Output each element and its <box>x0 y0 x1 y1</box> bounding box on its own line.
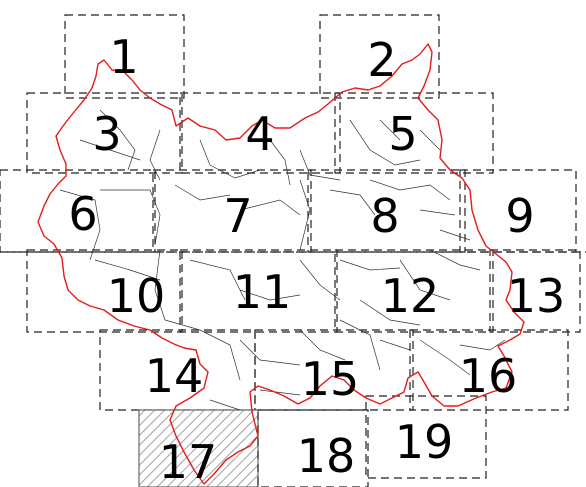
sheet-label-10: 10 <box>107 269 166 323</box>
sheet-tile-9[interactable] <box>459 169 577 253</box>
sheet-label-19: 19 <box>395 415 454 469</box>
municipal-boundaries <box>59 109 506 411</box>
sheet-label-6: 6 <box>68 187 97 241</box>
sheet-tile-13[interactable] <box>489 249 581 333</box>
sheet-label-13: 13 <box>507 269 566 323</box>
sheet-label-7: 7 <box>223 189 252 243</box>
sheet-tile-15[interactable] <box>254 329 414 411</box>
sheet-tile-4[interactable] <box>179 92 341 174</box>
sheet-label-11: 11 <box>233 265 292 319</box>
sheet-label-16: 16 <box>459 349 518 403</box>
sheet-label-5: 5 <box>388 107 417 161</box>
sheet-label-8: 8 <box>370 189 399 243</box>
sheet-label-18: 18 <box>297 429 356 483</box>
sheet-tile-12[interactable] <box>334 249 494 333</box>
sheet-label-3: 3 <box>92 107 121 161</box>
sheet-labels: 1 2 3 4 5 6 7 8 9 10 11 12 13 14 15 16 1… <box>68 30 565 487</box>
sheet-tile-17[interactable] <box>138 409 259 487</box>
sheet-label-9: 9 <box>505 189 534 243</box>
sheet-tile-2[interactable] <box>319 14 440 99</box>
sheet-tiles <box>0 14 581 487</box>
region-boundary <box>37 43 525 485</box>
sheet-tile-19[interactable] <box>365 395 487 479</box>
sheet-tile-10[interactable] <box>26 249 183 333</box>
sheet-tile-5[interactable] <box>334 92 494 174</box>
sheet-label-15: 15 <box>301 352 360 406</box>
sheet-tile-3[interactable] <box>26 92 183 174</box>
sheet-tile-16[interactable] <box>409 329 569 411</box>
sheet-tile-8[interactable] <box>307 169 466 253</box>
sheet-tile-7[interactable] <box>152 169 312 253</box>
sheet-label-14: 14 <box>145 349 204 403</box>
sheet-tile-1[interactable] <box>64 14 185 99</box>
sheet-label-4: 4 <box>245 107 274 161</box>
sheet-label-12: 12 <box>381 269 440 323</box>
sheet-tile-18[interactable] <box>257 409 369 487</box>
sheet-label-17: 17 <box>159 435 218 487</box>
sheet-label-1: 1 <box>109 30 138 84</box>
sheet-tile-6[interactable] <box>0 169 156 253</box>
sheet-label-2: 2 <box>367 33 396 87</box>
sheet-tile-11[interactable] <box>179 249 338 333</box>
